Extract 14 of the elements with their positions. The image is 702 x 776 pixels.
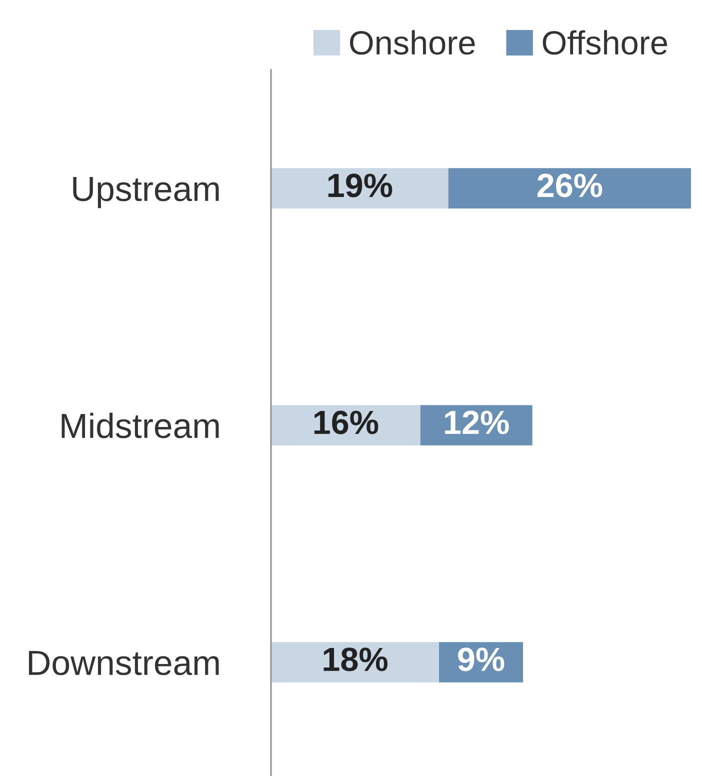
data-label: 19% [328,174,392,198]
data-label: 16% [314,410,378,434]
data-label: 18% [324,648,388,672]
bar [271,168,448,208]
data-label: 12% [445,410,509,434]
legend-label: Offshore [542,30,668,55]
bar [448,168,691,208]
bar [271,642,439,682]
data-label: 26% [537,174,602,198]
y-tick-label: Downstream [28,650,219,676]
data-label: 9% [458,648,504,672]
legend-label: Onshore [350,30,475,55]
y-tick-label: Midstream [62,412,219,438]
y-tick-label: Upstream [73,177,219,208]
